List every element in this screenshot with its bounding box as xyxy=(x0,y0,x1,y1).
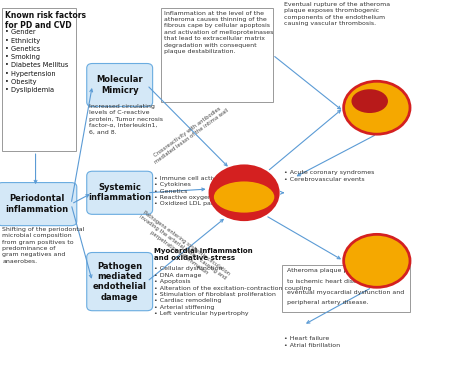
Text: eventual myocardial dysfunction and: eventual myocardial dysfunction and xyxy=(287,290,404,294)
FancyBboxPatch shape xyxy=(87,171,153,214)
Ellipse shape xyxy=(214,181,274,212)
Ellipse shape xyxy=(351,89,388,113)
FancyBboxPatch shape xyxy=(87,64,153,107)
Text: • Cellular dysfunction
• DNA damage
• Apoptosis
• Alteration of the excitation-c: • Cellular dysfunction • DNA damage • Ap… xyxy=(154,266,311,316)
Text: Pathogen
mediated
endothelial
damage: Pathogen mediated endothelial damage xyxy=(93,262,146,302)
Text: • Gender
• Ethnicity
• Genetics
• Smoking
• Diabetes Mellitus
• Hypertension
• O: • Gender • Ethnicity • Genetics • Smokin… xyxy=(5,29,69,93)
Text: Pathogens entering systemic circulation
invading the arterial intima causing and: Pathogens entering systemic circulation … xyxy=(135,209,230,286)
FancyBboxPatch shape xyxy=(2,8,76,151)
Text: Increased circulating
levels of C-reactive
protein, Tumor necrosis
factor-α, Int: Increased circulating levels of C-reacti… xyxy=(89,104,163,135)
FancyBboxPatch shape xyxy=(161,8,273,102)
Text: Inflammation at the level of the
atheroma causes thinning of the
fibrous cape by: Inflammation at the level of the atherom… xyxy=(164,11,273,54)
Text: Eventual rupture of the atheroma
plaque exposes thrombogenic
components of the e: Eventual rupture of the atheroma plaque … xyxy=(284,2,391,26)
Text: Molecular
Mimicry: Molecular Mimicry xyxy=(96,75,143,95)
Text: • Immune cell activation
• Cytokines
• Genetics
• Reactive oxygen species
• Oxid: • Immune cell activation • Cytokines • G… xyxy=(154,176,237,206)
Text: Myocardial inflammation
and oxidative stress: Myocardial inflammation and oxidative st… xyxy=(154,248,253,261)
Text: • Heart failure
• Atrial fibrillation: • Heart failure • Atrial fibrillation xyxy=(284,336,340,349)
Circle shape xyxy=(344,81,410,134)
Text: to ischemic heart disease with: to ischemic heart disease with xyxy=(287,279,383,284)
Text: Periodontal
inflammation: Periodontal inflammation xyxy=(5,194,68,214)
Text: Systemic
inflammation: Systemic inflammation xyxy=(88,183,151,203)
Text: Known risk factors
for PD and CVD: Known risk factors for PD and CVD xyxy=(5,11,86,30)
FancyBboxPatch shape xyxy=(282,265,410,312)
FancyBboxPatch shape xyxy=(0,183,77,226)
Text: peripheral artery disease.: peripheral artery disease. xyxy=(287,300,368,305)
FancyBboxPatch shape xyxy=(87,253,153,311)
Circle shape xyxy=(344,234,410,287)
Text: Crossreactivity with antibodies
mediated lesion of the intima wall: Crossreactivity with antibodies mediated… xyxy=(150,103,229,165)
Text: • Acute coronary syndromes
• Cerebrovascular events: • Acute coronary syndromes • Cerebrovasc… xyxy=(284,170,375,182)
Circle shape xyxy=(209,164,280,221)
Text: Shifting of the periodontal
microbial composition
from gram positives to
predomi: Shifting of the periodontal microbial co… xyxy=(2,227,85,264)
Text: Atheroma plaque progression leading: Atheroma plaque progression leading xyxy=(287,268,405,273)
